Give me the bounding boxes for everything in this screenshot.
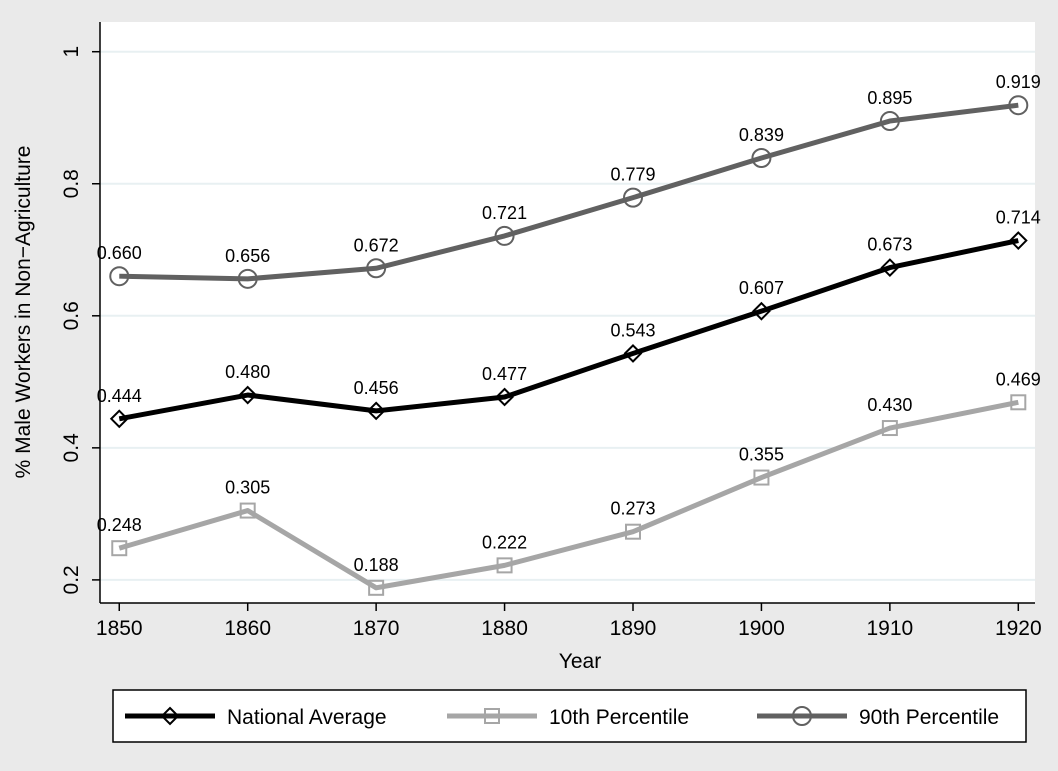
marker xyxy=(238,385,258,405)
value-label: 0.919 xyxy=(996,72,1041,92)
x-tick-label: 1870 xyxy=(353,617,400,640)
marker xyxy=(111,540,128,557)
legend-label: 10th Percentile xyxy=(549,706,689,729)
value-label: 0.355 xyxy=(739,445,784,465)
marker xyxy=(751,148,772,169)
value-label: 0.660 xyxy=(97,243,142,263)
marker xyxy=(792,706,812,726)
marker xyxy=(160,706,180,726)
marker xyxy=(239,502,256,519)
value-label: 0.480 xyxy=(225,362,270,382)
plot-area xyxy=(100,22,1035,603)
x-tick-label: 1900 xyxy=(738,617,785,640)
x-tick-label: 1890 xyxy=(610,617,657,640)
y-tick-label: 0.8 xyxy=(60,169,83,198)
x-tick-label: 1850 xyxy=(96,617,143,640)
y-tick-label: 0.4 xyxy=(60,433,83,463)
marker xyxy=(752,301,771,321)
value-label: 0.188 xyxy=(354,555,399,575)
marker xyxy=(623,187,644,208)
x-tick-label: 1910 xyxy=(867,617,914,640)
marker xyxy=(494,225,515,246)
marker xyxy=(366,401,386,421)
value-label: 0.248 xyxy=(97,515,142,535)
marker xyxy=(368,579,385,596)
value-label: 0.714 xyxy=(996,208,1041,228)
value-label: 0.673 xyxy=(867,235,912,255)
x-tick-label: 1860 xyxy=(224,617,271,640)
marker xyxy=(484,708,500,724)
x-tick-label: 1880 xyxy=(481,617,528,640)
series-line xyxy=(119,102,1019,282)
y-axis-label: % Male Workers in Non−Agriculture xyxy=(12,146,35,479)
value-label: 0.656 xyxy=(225,246,270,266)
marker xyxy=(1010,394,1027,411)
legend-label: 90th Percentile xyxy=(859,706,999,729)
marker xyxy=(109,409,129,429)
marker xyxy=(366,258,387,279)
value-label: 0.895 xyxy=(867,88,912,108)
value-label: 0.469 xyxy=(996,369,1041,389)
marker xyxy=(753,469,770,486)
x-tick-label: 1920 xyxy=(995,617,1042,640)
marker xyxy=(237,268,258,289)
marker xyxy=(879,111,900,132)
value-label: 0.839 xyxy=(739,125,784,145)
value-label: 0.779 xyxy=(610,165,655,185)
y-tick-label: 0.6 xyxy=(60,301,83,330)
value-label: 0.273 xyxy=(610,499,655,519)
series-line xyxy=(118,238,1019,422)
marker xyxy=(1008,95,1029,116)
value-label: 0.721 xyxy=(482,203,527,223)
legend-box xyxy=(112,689,1027,743)
marker xyxy=(496,557,513,574)
value-label: 0.607 xyxy=(739,278,784,298)
value-label: 0.672 xyxy=(354,235,399,255)
value-label: 0.477 xyxy=(482,364,527,384)
value-label: 0.444 xyxy=(97,386,142,406)
marker xyxy=(880,258,900,278)
marker xyxy=(1008,231,1028,250)
x-axis-label: Year xyxy=(559,650,601,673)
marker xyxy=(495,387,514,407)
marker xyxy=(625,523,642,540)
series-line xyxy=(118,399,1019,591)
y-tick-label: 0.2 xyxy=(60,565,83,594)
value-label: 0.222 xyxy=(482,532,527,552)
value-label: 0.305 xyxy=(225,478,270,498)
value-label: 0.456 xyxy=(354,378,399,398)
value-label: 0.543 xyxy=(610,320,655,340)
marker xyxy=(623,344,643,363)
value-label: 0.430 xyxy=(867,395,912,415)
y-tick-label: 1 xyxy=(60,46,83,58)
marker xyxy=(109,266,130,287)
legend-label: National Average xyxy=(227,706,387,729)
marker xyxy=(881,420,898,437)
